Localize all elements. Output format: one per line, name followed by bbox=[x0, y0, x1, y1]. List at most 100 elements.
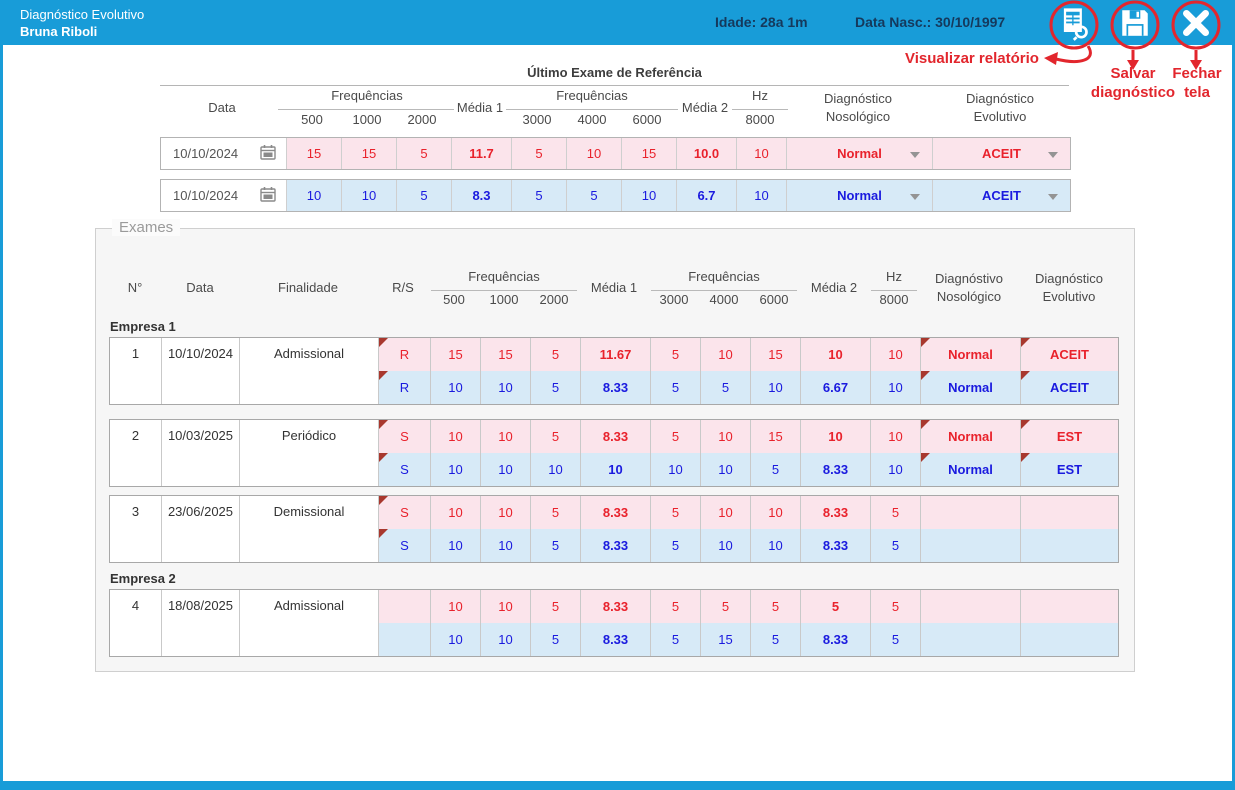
save-icon bbox=[1118, 6, 1152, 43]
freq-cell: 5 bbox=[530, 371, 580, 404]
col-6000: 6000 bbox=[632, 112, 662, 127]
freq-cell: 10 bbox=[650, 453, 700, 486]
diag-evolutivo-cell bbox=[1020, 529, 1118, 562]
exam-row: 2 10/03/2025 Periódico S 10 10 5 8.33 5 … bbox=[109, 419, 1119, 487]
freq-cell: 10 bbox=[430, 453, 480, 486]
freq-cell: 10 bbox=[700, 338, 750, 371]
diag-evolutivo-cell[interactable]: EST bbox=[1020, 420, 1118, 453]
close-icon bbox=[1179, 6, 1213, 43]
close-button[interactable] bbox=[1174, 3, 1218, 45]
media1-cell: 8.33 bbox=[580, 420, 650, 453]
exam-subrow-right-ear: S 10 10 5 8.33 5 10 15 10 10 Normal EST bbox=[379, 420, 1118, 453]
exam-number-cell: 2 bbox=[110, 420, 162, 486]
rs-cell[interactable]: R bbox=[379, 371, 430, 404]
rs-cell[interactable]: S bbox=[379, 420, 430, 453]
evolutivo-select[interactable]: ACEIT bbox=[932, 138, 1070, 169]
rs-cell[interactable]: S bbox=[379, 529, 430, 562]
report-search-icon bbox=[1056, 5, 1092, 44]
reference-date-input[interactable]: 10/10/2024 bbox=[161, 180, 286, 211]
freq-cell: 10 bbox=[750, 529, 800, 562]
exam-purpose-cell: Periódico bbox=[240, 420, 379, 486]
view-report-button[interactable] bbox=[1052, 3, 1096, 45]
col-frequencias-left: Frequências bbox=[331, 88, 403, 103]
media2-cell: 6.67 bbox=[800, 371, 870, 404]
media2-cell: 10.0 bbox=[676, 138, 736, 169]
exam-row: 4 18/08/2025 Admissional 10 10 5 8.33 5 … bbox=[109, 589, 1119, 657]
header-underline bbox=[871, 290, 917, 291]
reference-exam-section: Último Exame de Referência Data Frequênc… bbox=[160, 60, 1071, 212]
freq-cell: 15 bbox=[430, 338, 480, 371]
reference-date-input[interactable]: 10/10/2024 bbox=[161, 138, 286, 169]
freq-cell: 10 bbox=[480, 371, 530, 404]
freq-cell: 10 bbox=[566, 138, 621, 169]
freq-cell: 10 bbox=[621, 180, 676, 211]
diag-nosologico-cell[interactable]: Normal bbox=[920, 338, 1020, 371]
exam-number-cell: 3 bbox=[110, 496, 162, 562]
col-numero: N° bbox=[127, 280, 143, 295]
window-border-bottom bbox=[0, 781, 1235, 790]
diag-evolutivo-cell[interactable]: ACEIT bbox=[1020, 371, 1118, 404]
exam-subrow-right-ear: S 10 10 5 8.33 5 10 10 8.33 5 bbox=[379, 496, 1118, 529]
exam-number-cell: 1 bbox=[110, 338, 162, 404]
freq-cell: 10 bbox=[870, 453, 920, 486]
media2-cell: 10 bbox=[800, 338, 870, 371]
freq-cell: 5 bbox=[650, 496, 700, 529]
exam-purpose-cell: Demissional bbox=[240, 496, 379, 562]
col-frequencias-right: Frequências bbox=[688, 269, 760, 284]
freq-cell: 10 bbox=[870, 338, 920, 371]
exam-subrow-left-ear: 10 10 5 8.33 5 15 5 8.33 5 bbox=[379, 623, 1118, 656]
freq-cell: 5 bbox=[870, 623, 920, 656]
header-underline bbox=[732, 109, 788, 110]
col-data: Data bbox=[208, 100, 236, 115]
save-diagnosis-button[interactable] bbox=[1113, 3, 1157, 45]
freq-cell: 10 bbox=[870, 420, 920, 453]
freq-cell: 5 bbox=[650, 420, 700, 453]
col-diag-evolutivo: Diagnóstico Evolutivo bbox=[1035, 271, 1103, 304]
calendar-icon[interactable] bbox=[260, 144, 276, 163]
diag-evolutivo-cell[interactable]: EST bbox=[1020, 453, 1118, 486]
rs-cell[interactable]: S bbox=[379, 496, 430, 529]
freq-cell: 15 bbox=[341, 138, 396, 169]
diag-nosologico-cell bbox=[920, 496, 1020, 529]
diag-evolutivo-cell[interactable]: ACEIT bbox=[1020, 338, 1118, 371]
rs-cell[interactable]: R bbox=[379, 338, 430, 371]
header-underline bbox=[431, 290, 577, 291]
media1-cell: 8.33 bbox=[580, 496, 650, 529]
exam-date-cell: 18/08/2025 bbox=[162, 590, 240, 656]
reference-title: Último Exame de Referência bbox=[527, 65, 702, 80]
exam-subrow-right-ear: 10 10 5 8.33 5 5 5 5 5 bbox=[379, 590, 1118, 623]
col-4000: 4000 bbox=[709, 292, 739, 307]
freq-cell: 5 bbox=[750, 623, 800, 656]
exam-purpose-cell: Admissional bbox=[240, 590, 379, 656]
exam-subrow-left-ear: S 10 10 10 10 10 10 5 8.33 10 Normal EST bbox=[379, 453, 1118, 486]
media1-cell: 8.33 bbox=[580, 371, 650, 404]
rs-cell[interactable]: S bbox=[379, 453, 430, 486]
col-4000: 4000 bbox=[577, 112, 607, 127]
media2-cell: 10 bbox=[800, 420, 870, 453]
freq-cell: 10 bbox=[700, 420, 750, 453]
freq-cell: 5 bbox=[750, 453, 800, 486]
diag-nosologico-cell[interactable]: Normal bbox=[920, 453, 1020, 486]
diag-nosologico-cell[interactable]: Normal bbox=[920, 371, 1020, 404]
freq-cell: 5 bbox=[650, 371, 700, 404]
freq-cell: 5 bbox=[870, 590, 920, 623]
evolutivo-select[interactable]: ACEIT bbox=[932, 180, 1070, 211]
col-1000: 1000 bbox=[489, 292, 519, 307]
diag-nosologico-cell[interactable]: Normal bbox=[920, 420, 1020, 453]
nosologico-select[interactable]: Normal bbox=[786, 138, 932, 169]
window-border-right bbox=[1232, 45, 1235, 790]
col-media1: Média 1 bbox=[590, 280, 638, 295]
nosologico-select[interactable]: Normal bbox=[786, 180, 932, 211]
freq-cell: 10 bbox=[750, 496, 800, 529]
freq-cell: 10 bbox=[700, 496, 750, 529]
diag-evolutivo-cell bbox=[1020, 496, 1118, 529]
freq-cell: 10 bbox=[430, 590, 480, 623]
rs-cell bbox=[379, 623, 430, 656]
calendar-icon[interactable] bbox=[260, 186, 276, 205]
freq-cell: 5 bbox=[650, 338, 700, 371]
freq-cell: 5 bbox=[870, 529, 920, 562]
col-6000: 6000 bbox=[759, 292, 789, 307]
diag-nosologico-cell bbox=[920, 623, 1020, 656]
col-2000: 2000 bbox=[539, 292, 569, 307]
col-hz: Hz bbox=[886, 269, 902, 284]
